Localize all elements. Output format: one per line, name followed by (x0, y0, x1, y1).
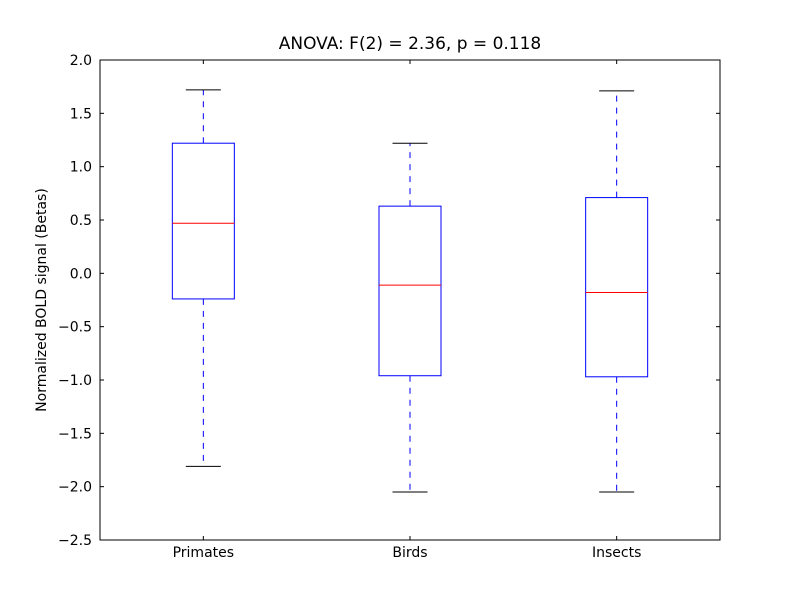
y-tick-label: 1.0 (70, 160, 92, 176)
y-tick-label: −2.5 (58, 533, 92, 549)
chart-title: ANOVA: F(2) = 2.36, p = 0.118 (279, 34, 542, 54)
plot-frame (99, 59, 721, 541)
box (378, 205, 442, 377)
y-tick-label: 0.0 (70, 266, 92, 282)
y-tick-label: 2.0 (70, 53, 92, 69)
y-tick-label: −0.5 (58, 320, 92, 336)
y-tick-label: −1.0 (58, 373, 92, 389)
box (585, 197, 649, 378)
x-tick-label: Insects (592, 545, 641, 561)
box (171, 142, 235, 300)
y-tick-label: 1.5 (70, 106, 92, 122)
y-tick-label: 0.5 (70, 213, 92, 229)
y-axis-label: Normalized BOLD signal (Betas) (34, 188, 50, 412)
x-tick-label: Primates (173, 545, 234, 561)
y-tick-label: −2.0 (58, 480, 92, 496)
x-tick-label: Birds (392, 545, 427, 561)
y-tick-label: −1.5 (58, 426, 92, 442)
